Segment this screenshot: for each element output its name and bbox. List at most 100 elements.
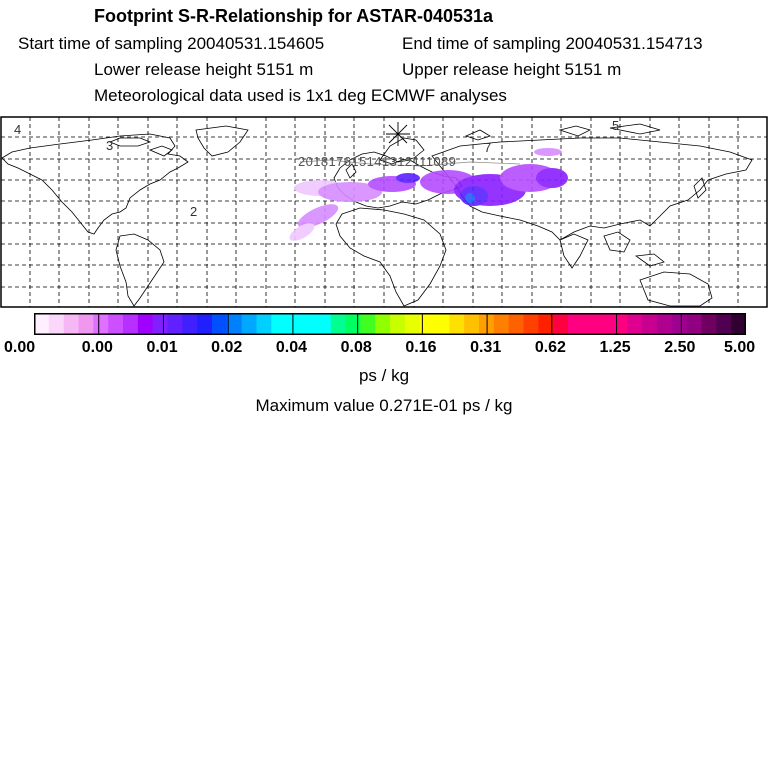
legend-color-cell: [301, 313, 317, 335]
coastlines: [1, 123, 753, 307]
coast-asia: [431, 137, 753, 241]
legend-color-cell: [375, 313, 391, 335]
legend-color-cell: [686, 313, 702, 335]
legend-tick-label: 0.04: [275, 339, 308, 356]
legend-color-cell: [390, 313, 406, 335]
legend-tick-label: 0.00: [81, 339, 113, 356]
legend-color-cell: [582, 313, 599, 335]
page-title: Footprint S-R-Relationship for ASTAR-040…: [94, 6, 494, 26]
unit-label: ps / kg: [358, 366, 410, 385]
legend-color-cell: [137, 313, 154, 335]
plume-patch: [289, 223, 315, 241]
legend-color-cell: [345, 313, 361, 335]
coast-south-america: [115, 233, 165, 307]
legend-border: [34, 313, 746, 335]
legend-color-cell: [671, 313, 688, 335]
coast-north-america: [1, 133, 189, 235]
legend-color-cell: [508, 313, 524, 335]
release-point-marker: [386, 122, 410, 146]
legend-tick-label: 2.50: [664, 339, 696, 356]
color-scale-bar: [34, 313, 746, 335]
lower-height-label: Lower release height 5151 m: [94, 60, 314, 79]
coast-scandinavia: [379, 137, 425, 165]
end-time-label: End time of sampling 20040531.154713: [402, 34, 703, 53]
plume-patch: [465, 193, 475, 203]
max-value-label: Maximum value 0.271E-01 ps / kg: [255, 396, 513, 415]
legend-color-cell: [271, 313, 287, 335]
legend-color-cell: [63, 313, 79, 335]
corner-number-2: 2: [190, 204, 197, 219]
trajectory-label: 201817615141312111089: [298, 154, 456, 169]
legend-color-cell: [360, 313, 376, 335]
legend-tick-label: 5.00: [724, 339, 756, 356]
legend-tick-label: 0.02: [211, 339, 243, 356]
map-grid: [1, 117, 767, 307]
legend-color-cell: [78, 313, 94, 335]
legend-color-cell: [523, 313, 539, 335]
legend-color-cell: [123, 313, 139, 335]
legend-color-cell: [493, 313, 510, 335]
coast-southeast-asia: [603, 231, 665, 267]
coast-africa: [335, 207, 447, 307]
legend-color-cell: [93, 313, 109, 335]
coast-india: [559, 233, 589, 269]
legend-color-cell: [627, 313, 643, 335]
coast-australia: [639, 271, 713, 307]
legend-color-cell: [612, 313, 628, 335]
legend-color-cell: [48, 313, 65, 335]
legend-color-cell: [167, 313, 183, 335]
legend-color-cell: [657, 313, 673, 335]
legend-tick-label: 0.01: [146, 339, 178, 356]
legend-color-cell: [716, 313, 732, 335]
legend-tick-label: 0.08: [340, 339, 372, 356]
plume-patch: [318, 182, 382, 202]
legend-color-cell: [419, 313, 435, 335]
met-data-label: Meteorological data used is 1x1 deg ECMW…: [94, 86, 507, 105]
legend-color-cell: [108, 313, 124, 335]
corner-number-3: 3: [106, 138, 113, 153]
coast-british-isles: [345, 163, 357, 179]
legend-color-cell: [701, 313, 717, 335]
legend-color-cell: [315, 313, 332, 335]
legend-tick-label: 1.25: [599, 339, 631, 356]
coast-greenland: [195, 125, 249, 157]
legend-color-cell: [241, 313, 257, 335]
legend-tick-label: 0.62: [534, 339, 566, 356]
start-time-label: Start time of sampling 20040531.154605: [18, 34, 325, 53]
legend-color-cell: [197, 313, 213, 335]
legend-color-cell: [568, 313, 584, 335]
plume-patch: [396, 173, 420, 183]
legend-color-cell: [152, 313, 168, 335]
legend-color-cell: [464, 313, 480, 335]
plume-patch: [534, 148, 562, 156]
legend-color-cell: [330, 313, 346, 335]
legend-tick-label: 0.31: [470, 339, 502, 356]
plume-patch: [536, 168, 568, 188]
corner-number-7: 7: [484, 140, 491, 155]
corner-number-5: 5: [612, 118, 619, 133]
footprint-map: 201817615141312111089 4 3 2 7 5: [0, 116, 768, 308]
legend-color-cell: [226, 313, 243, 335]
legend-color-cell: [34, 313, 50, 335]
footprint-plume: [289, 148, 568, 241]
coast-arctic-islands: [464, 123, 661, 141]
legend-color-cell: [256, 313, 272, 335]
legend-color-cell: [286, 313, 302, 335]
legend-color-cell: [538, 313, 554, 335]
legend-color-cell: [404, 313, 421, 335]
legend-color-cell: [553, 313, 569, 335]
coast-canada-islands: [108, 137, 173, 157]
corner-number-4: 4: [14, 122, 21, 137]
plume-patch: [297, 204, 339, 228]
legend-color-cell: [434, 313, 450, 335]
legend-color-cell: [449, 313, 465, 335]
coast-japan: [693, 177, 707, 199]
legend-color-cell: [182, 313, 198, 335]
upper-height-label: Upper release height 5151 m: [402, 60, 622, 79]
legend-color-cell: [642, 313, 658, 335]
trajectory-track: 201817615141312111089: [298, 154, 521, 169]
legend-color-cell: [597, 313, 613, 335]
legend-color-cell: [212, 313, 228, 335]
legend-tick-label: 0.16: [405, 339, 437, 356]
legend-tick-label: 0.00: [4, 339, 36, 356]
